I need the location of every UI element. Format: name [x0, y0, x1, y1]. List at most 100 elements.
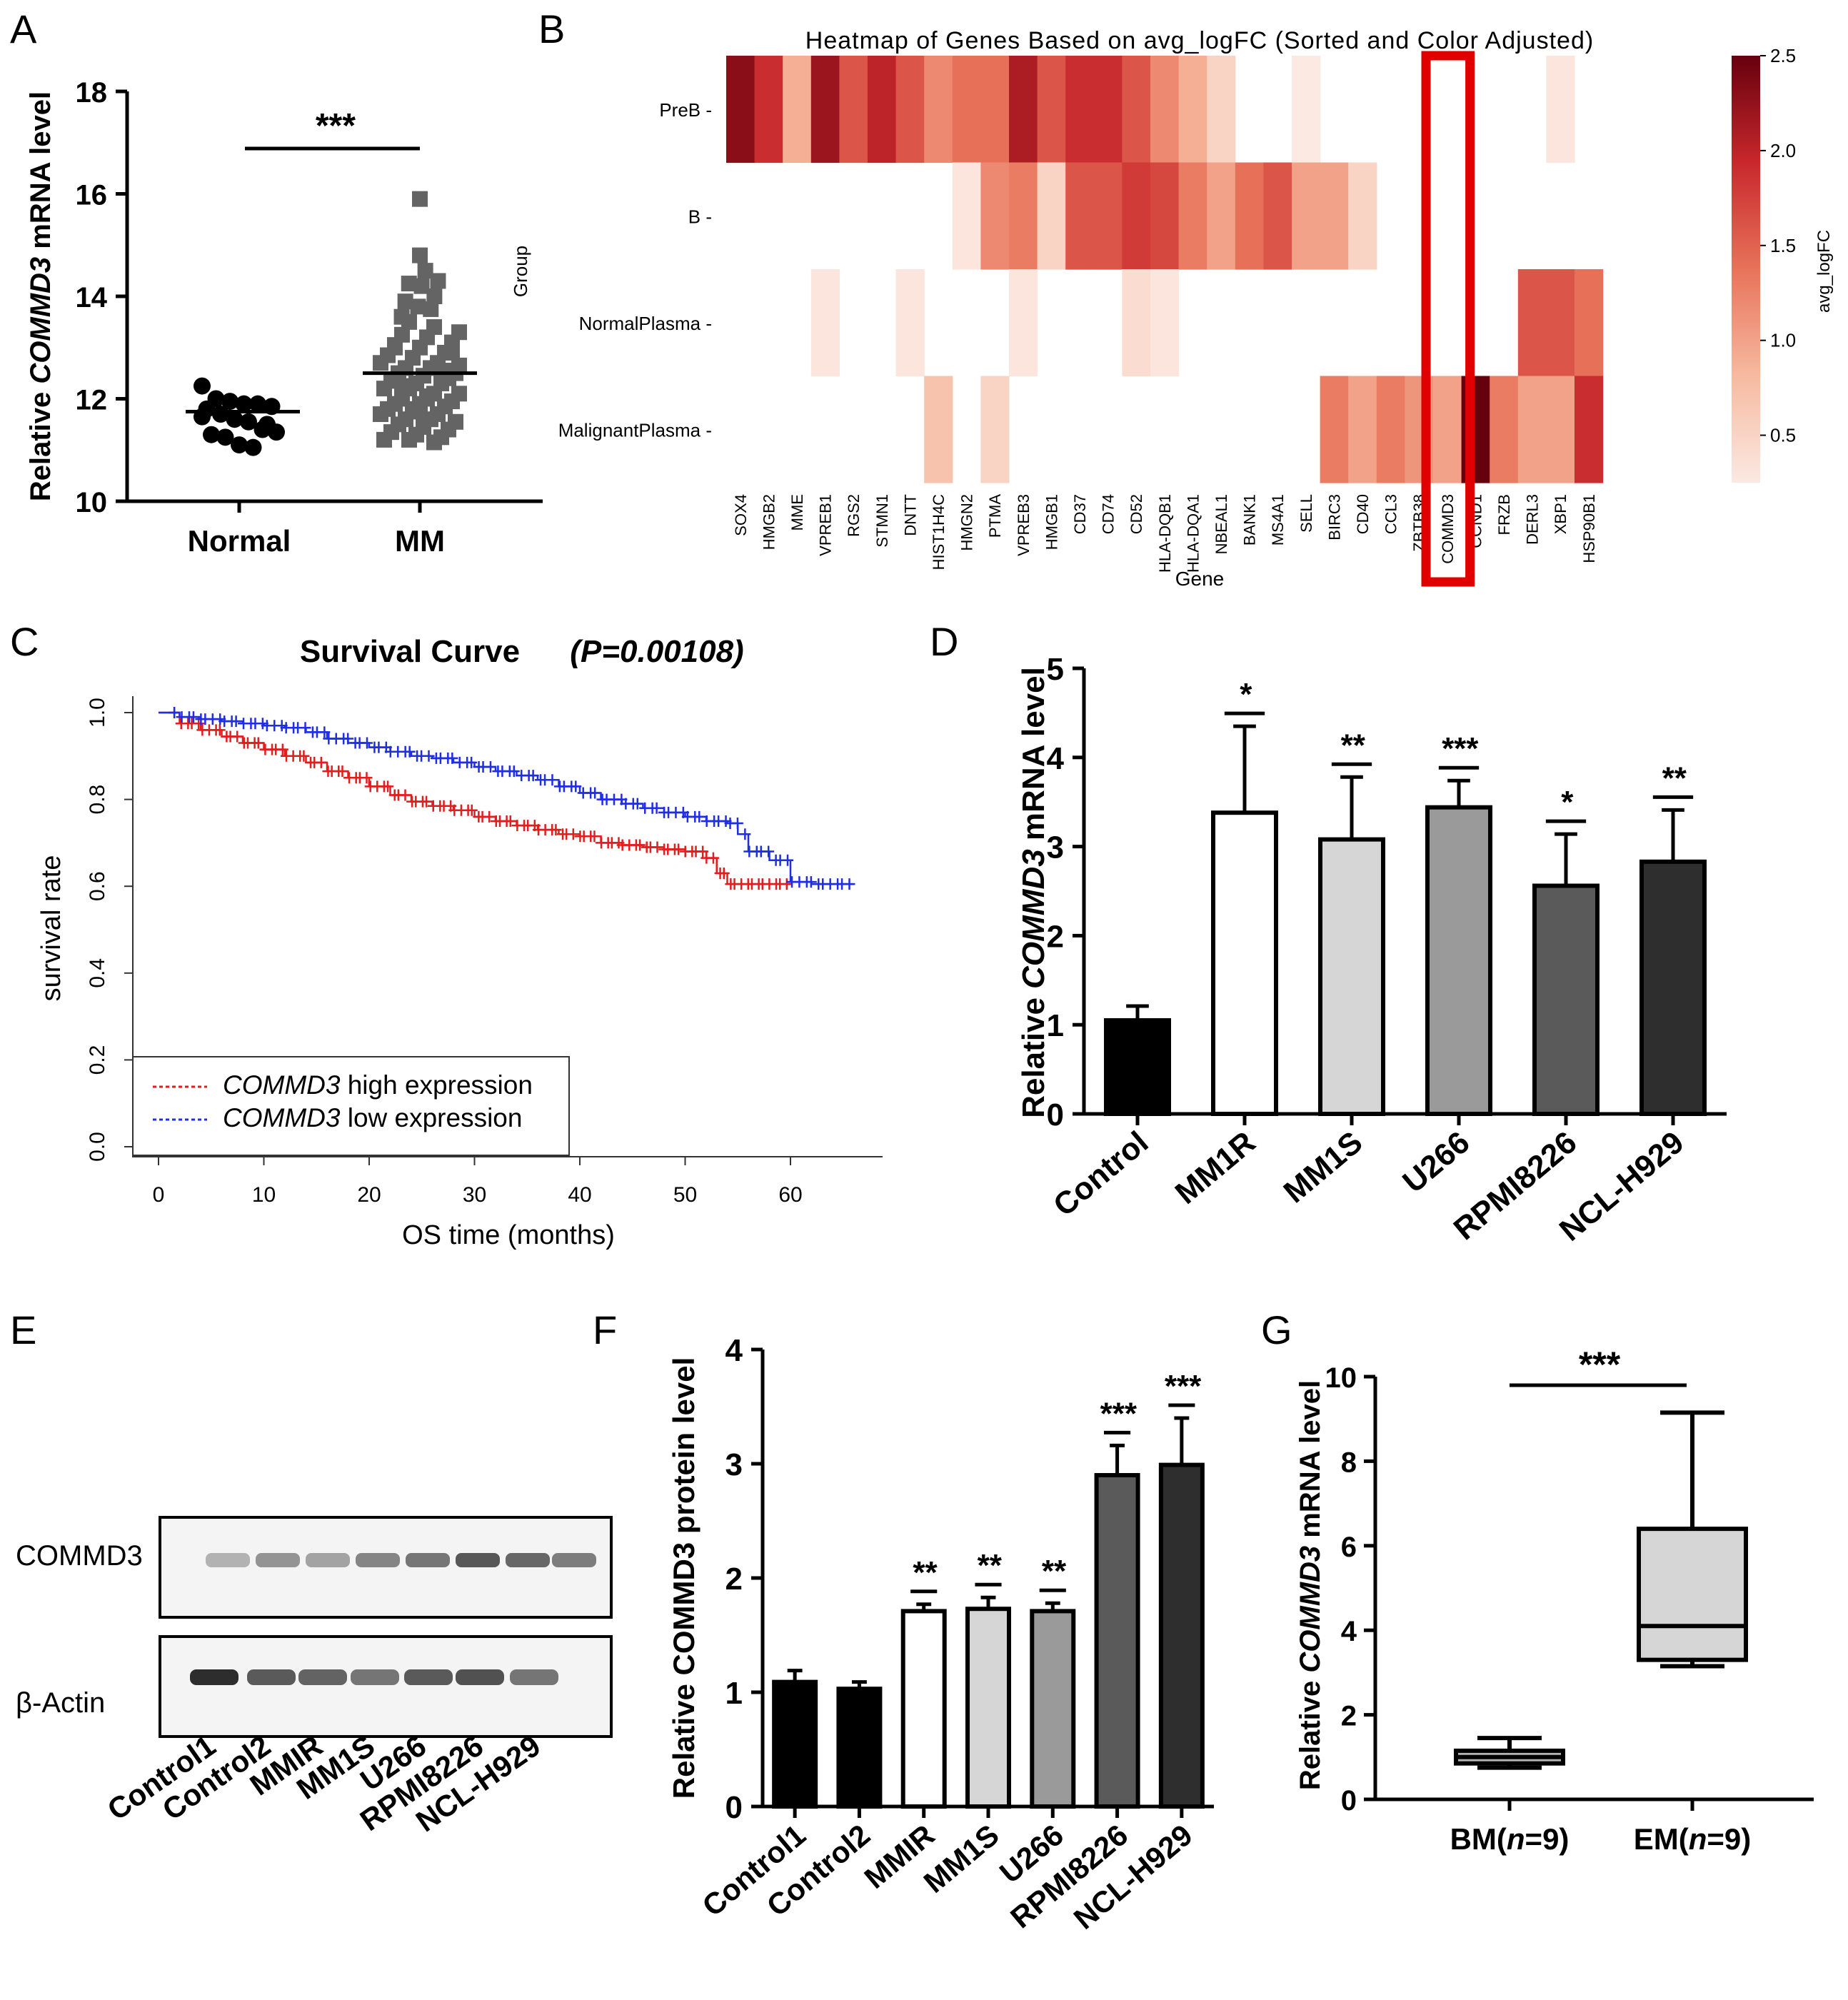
censor-mark: [214, 724, 226, 736]
panel-label-e: E: [10, 1307, 36, 1352]
bar: [1639, 859, 1707, 1117]
blot-row-label: COMMD3: [16, 1540, 143, 1572]
heatmap-cell: [1065, 56, 1095, 164]
y-tick-label: 2: [725, 1562, 743, 1597]
heatmap-gene-label: MME: [788, 494, 806, 531]
y-axis-label: Relative COMMD3 protein level: [667, 1357, 700, 1799]
heatmap-cell: [924, 376, 953, 483]
data-point-mm: [413, 278, 430, 294]
bar: [1030, 1609, 1076, 1809]
heatmap-title: Heatmap of Genes Based on avg_logFC (Sor…: [805, 27, 1594, 54]
y-tick-label: 0.4: [86, 958, 109, 988]
data-point-normal: [258, 416, 276, 433]
panel-label-g: G: [1261, 1307, 1292, 1352]
heatmap-cell: [1122, 269, 1151, 377]
bar: [1158, 1462, 1205, 1809]
y-tick-label: 16: [76, 180, 108, 211]
data-point-mm: [397, 293, 413, 310]
data-point-mm: [410, 298, 426, 315]
censor-mark: [318, 726, 331, 738]
censor-mark: [527, 770, 539, 782]
data-point-normal: [194, 377, 211, 395]
heatmap-gene-label: BANK1: [1241, 494, 1259, 546]
blot-band-commd3: [552, 1553, 596, 1567]
censor-mark: [739, 828, 751, 840]
y-tick-label: 2: [1047, 919, 1064, 954]
heatmap-cell: [980, 376, 1010, 483]
heatmap-gene-label: COMMD3: [1439, 494, 1457, 564]
blot-band-actin: [247, 1669, 296, 1685]
heatmap-cell: [1235, 162, 1264, 270]
heatmap-gene-label: NBEAL1: [1212, 494, 1230, 554]
data-point-normal: [240, 413, 257, 431]
heatmap-cell: [810, 269, 840, 377]
heatmap-cell: [783, 56, 812, 164]
heatmap-gene-label: CD74: [1100, 494, 1118, 534]
censor-mark: [466, 756, 478, 768]
data-point-mm: [401, 313, 417, 330]
x-tick-label: Control: [1047, 1125, 1155, 1223]
blot-band-actin: [190, 1669, 238, 1685]
heatmap-gene-label: DNTT: [901, 494, 919, 536]
data-point-mm: [401, 276, 417, 292]
significance-stars: **: [1661, 760, 1687, 795]
bar: [965, 1607, 1011, 1809]
heatmap-gene-label: CD52: [1128, 494, 1145, 534]
heatmap-gene-label: HMGB1: [1043, 494, 1060, 550]
panel-b-heatmap: Heatmap of Genes Based on avg_logFC (Sor…: [510, 27, 1834, 590]
heatmap-gene-label: PTMA: [986, 494, 1004, 538]
y-tick-label: 1.0: [86, 698, 109, 728]
censor-mark: [780, 878, 793, 890]
heatmap-cell: [1292, 56, 1321, 164]
bar: [900, 1609, 947, 1809]
legend-entry: COMMD3 high expression: [223, 1070, 533, 1100]
y-tick-label: 12: [76, 385, 108, 416]
x-tick-label: 20: [357, 1183, 381, 1207]
heatmap-cell: [1037, 56, 1066, 164]
significance-stars: ***: [1440, 731, 1478, 766]
bar: [1094, 1473, 1140, 1809]
censor-mark: [399, 789, 411, 801]
censor-mark: [466, 804, 478, 816]
x-tick-label: 50: [673, 1183, 697, 1207]
bar: [1211, 810, 1278, 1117]
y-tick-label: 0: [1341, 1785, 1357, 1816]
significance-stars: **: [912, 1555, 938, 1590]
significance-stars: **: [976, 1548, 1002, 1583]
heatmap-cell: [1263, 162, 1292, 270]
censor-mark: [231, 730, 243, 743]
blot-band-actin: [456, 1669, 504, 1685]
heatmap-gene-label: VPREB1: [817, 494, 835, 556]
survival-line-low: [159, 711, 854, 885]
data-point-normal: [235, 395, 253, 413]
heatmap-gene-label: RGS2: [845, 494, 863, 537]
heatmap-gene-label: CD40: [1354, 494, 1372, 534]
heatmap-cell: [1207, 56, 1236, 164]
censor-mark: [718, 867, 730, 879]
blot-box-actin: [159, 1635, 613, 1738]
blot-band-commd3: [506, 1553, 550, 1567]
data-point-mm: [437, 363, 453, 379]
censor-mark: [631, 798, 643, 810]
data-point-mm: [451, 357, 467, 373]
heatmap-cell: [952, 56, 981, 164]
heatmap-cell: [1517, 269, 1547, 377]
bar: [1532, 883, 1600, 1116]
censor-mark: [299, 722, 311, 734]
censor-mark: [187, 711, 199, 723]
heatmap-cell: [1517, 376, 1547, 483]
data-point-mm: [394, 378, 410, 394]
y-axis-label: Relative COMMD3 mRNA level: [1016, 667, 1051, 1118]
heatmap-gene-label: SOX4: [732, 494, 750, 536]
bar: [772, 1679, 818, 1809]
censor-mark: [484, 761, 496, 773]
data-point-mm: [426, 288, 443, 304]
x-tick-label: MM: [395, 524, 445, 558]
censor-mark: [508, 765, 520, 778]
bar: [836, 1687, 883, 1809]
censor-mark: [673, 843, 685, 855]
censor-mark: [446, 752, 458, 764]
heatmap-gene-label: VPREB3: [1015, 494, 1033, 556]
heatmap-cell: [1009, 56, 1038, 164]
heatmap-y-label: Group: [510, 246, 531, 297]
